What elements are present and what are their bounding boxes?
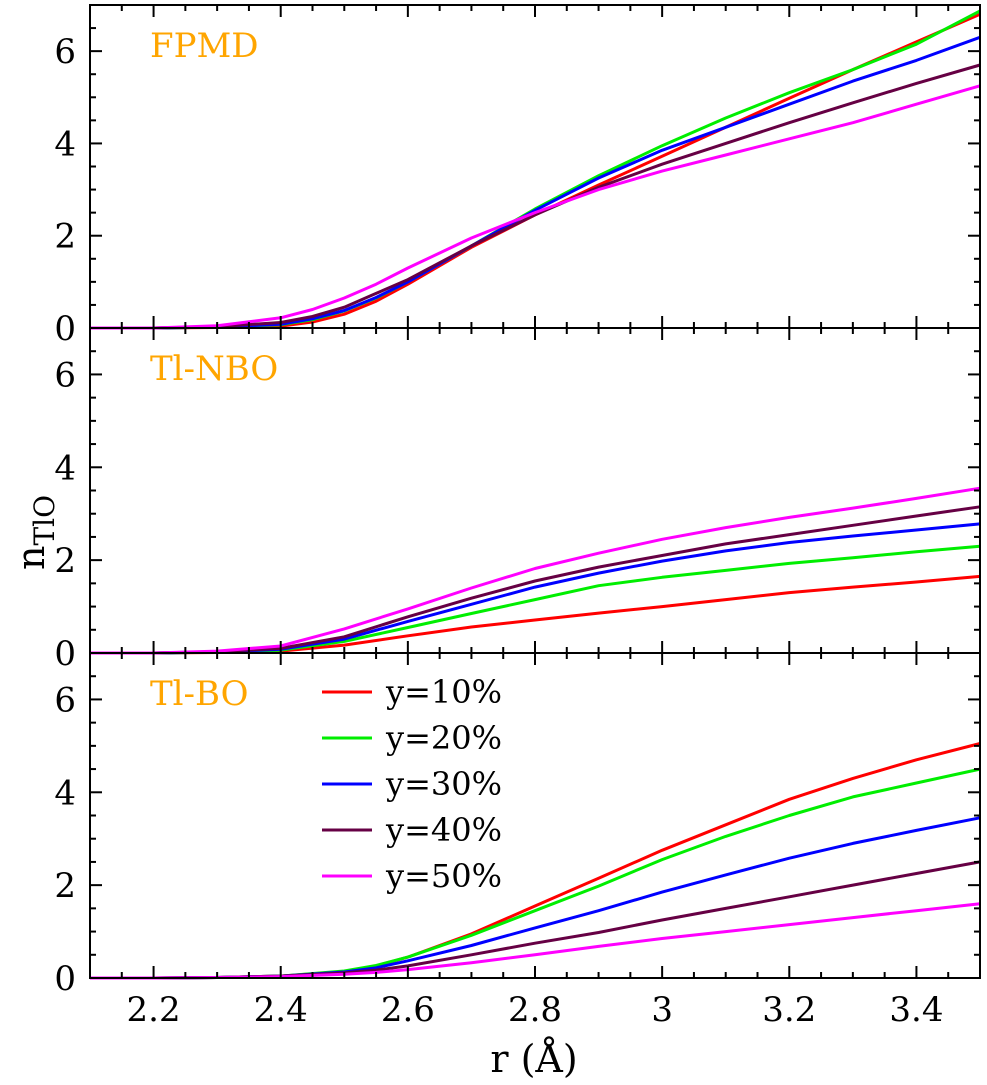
panel-label: Tl-NBO (150, 349, 278, 389)
legend-label: y=40% (385, 811, 502, 849)
legend-label: y=10% (385, 673, 502, 711)
y-axis-title-sub: TlO (28, 495, 61, 546)
y-tick-label: 4 (54, 124, 76, 164)
y-axis-title-main: n (9, 546, 53, 570)
y-tick-label: 4 (54, 448, 76, 488)
panels: 0 2 4 6 FPMD 0 2 4 6 Tl-NBO 0 2 4 6 Tl-BO 2.2 2.4 2.6 2.8 3… (54, 4, 981, 1030)
panel-1: 0 2 4 6 Tl-NBO (54, 327, 981, 674)
y-tick-label: 6 (54, 32, 76, 72)
panel-label: FPMD (150, 26, 259, 66)
legend-label: y=50% (385, 857, 502, 895)
y-tick-label: 2 (54, 866, 76, 906)
x-tick-label: 2.6 (381, 990, 435, 1030)
legend-label: y=20% (385, 719, 502, 757)
y-tick-label: 2 (54, 541, 76, 581)
x-tick-label: 3.2 (762, 990, 816, 1030)
y-tick-label: 4 (54, 773, 76, 813)
x-tick-label: 3.4 (889, 990, 943, 1030)
y-tick-label: 6 (54, 355, 76, 395)
series-line-y=50% (90, 486, 981, 655)
y-tick-label: 0 (54, 309, 76, 349)
y-tick-label: 0 (54, 634, 76, 674)
y-axis-title: nTlO (9, 495, 61, 570)
series-line-y=40% (90, 63, 981, 330)
panel-2: 0 2 4 6 Tl-BO (54, 652, 981, 999)
y-tick-label: 2 (54, 217, 76, 257)
x-tick-label: 2.2 (127, 990, 181, 1030)
x-tick-labels: 2.2 2.4 2.6 2.8 3 3.2 3.4 (127, 990, 944, 1030)
series-line-y=50% (90, 84, 981, 330)
legend: y=10% y=20% y=30% y=40% y=50% (322, 673, 502, 895)
x-tick-label: 2.4 (254, 990, 308, 1030)
panel-label: Tl-BO (150, 674, 249, 714)
x-tick-label: 2.8 (508, 990, 562, 1030)
y-tick-label: 0 (54, 959, 76, 999)
series-line-y=30% (90, 35, 981, 330)
y-tick-label: 6 (54, 680, 76, 720)
x-axis-title: r (Å) (490, 1037, 577, 1081)
x-tick-label: 3 (651, 990, 673, 1030)
series-line-y=20% (90, 544, 981, 655)
series-line-y=40% (90, 860, 981, 980)
legend-label: y=30% (385, 765, 502, 803)
series-line-y=40% (90, 505, 981, 655)
series-line-y=20% (90, 767, 981, 980)
panel-0: 0 2 4 6 FPMD (54, 4, 981, 349)
